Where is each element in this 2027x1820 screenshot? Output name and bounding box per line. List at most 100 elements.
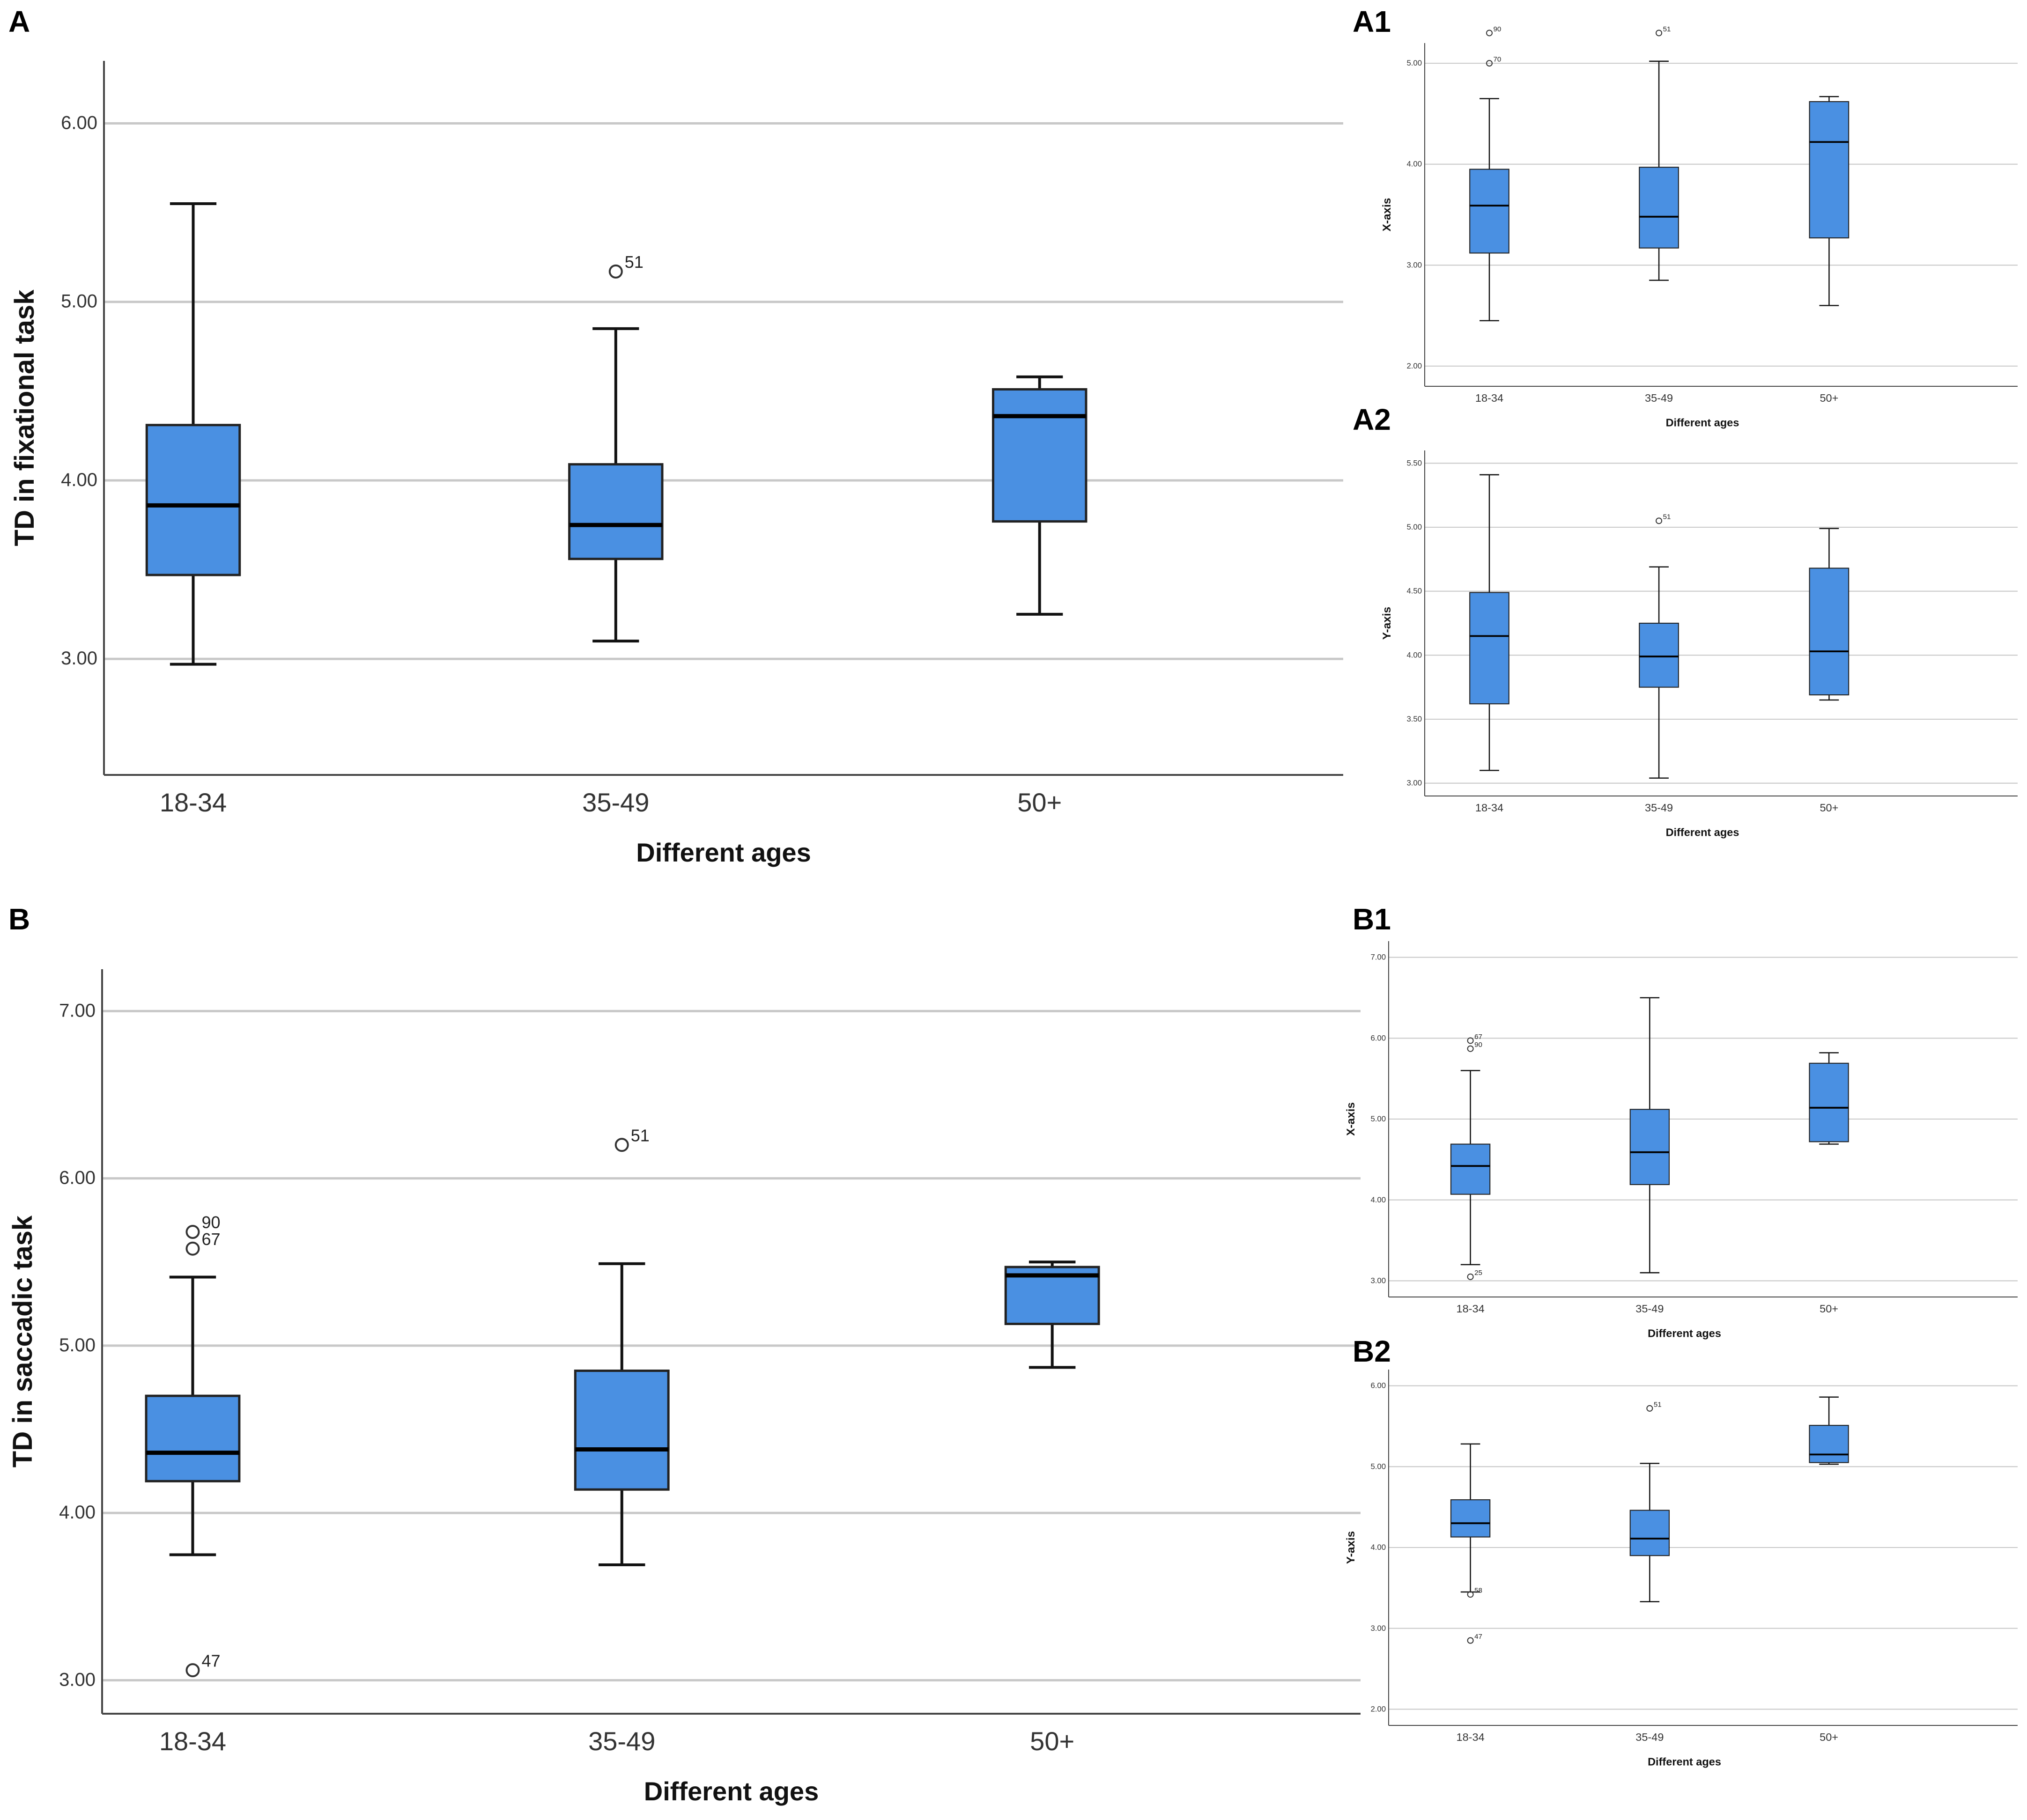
outlier-point — [608, 264, 623, 279]
x-category-label: 50+ — [1030, 1726, 1074, 1756]
y-axis-title: X-axis — [1345, 1102, 1357, 1136]
x-category-label: 18-34 — [1457, 1303, 1485, 1315]
iqr-box — [568, 463, 664, 560]
iqr-box — [145, 1394, 241, 1482]
panel-label-A: A — [8, 5, 30, 38]
iqr-box — [1469, 592, 1509, 705]
x-axis-title: Different ages — [1648, 1327, 1721, 1340]
outlier-label: 90 — [1474, 1041, 1482, 1049]
outlier-point — [1467, 1273, 1474, 1280]
y-tick-label: 5.00 — [1370, 1462, 1386, 1471]
y-axis-title: Y-axis — [1381, 607, 1393, 640]
outlier-point — [1467, 1591, 1474, 1598]
x-category-label: 50+ — [1820, 392, 1838, 404]
y-tick-label: 6.00 — [1370, 1381, 1386, 1390]
x-category-label: 18-34 — [160, 788, 227, 817]
x-category-label: 50+ — [1820, 1303, 1838, 1315]
iqr-box — [1809, 1425, 1849, 1463]
y-tick-label: 3.50 — [1406, 715, 1422, 723]
outlier-label: 70 — [1494, 56, 1502, 64]
iqr-box — [1469, 169, 1509, 254]
iqr-box — [1639, 622, 1679, 688]
x-category-label: 35-49 — [582, 788, 649, 817]
boxplot-A1: 2.00 3.00 4.00 5.00 X-axis 90 70 18-34 51 35-49 50… — [1381, 25, 2018, 429]
y-axis-title: TD in saccadic task — [7, 1215, 38, 1467]
iqr-box — [1639, 167, 1679, 249]
y-tick-label: 6.00 — [59, 1168, 96, 1188]
y-tick-label: 4.00 — [61, 470, 97, 490]
x-category-label: 18-34 — [1475, 392, 1503, 404]
y-tick-label: 3.00 — [61, 648, 97, 669]
outlier-label: 51 — [631, 1126, 650, 1145]
x-category-label: 50+ — [1820, 802, 1838, 814]
outlier-label: 90 — [201, 1213, 220, 1232]
y-tick-label: 4.00 — [59, 1502, 96, 1523]
y-tick-label: 5.00 — [1406, 523, 1422, 531]
y-tick-label: 3.00 — [1370, 1624, 1386, 1633]
outlier-label: 51 — [625, 252, 644, 272]
y-tick-label: 4.00 — [1406, 650, 1422, 659]
x-axis-title: Different ages — [644, 1776, 819, 1806]
y-tick-label: 4.00 — [1370, 1543, 1386, 1552]
outlier-point — [1656, 29, 1663, 37]
x-category-label: 50+ — [1820, 1731, 1838, 1743]
panel-label-B: B — [8, 902, 30, 936]
outlier-label: 51 — [1663, 25, 1671, 33]
panel-A2: A2 3.00 3.50 4.00 4.50 5.00 5.50 Y-axis 18-34 51… — [1353, 403, 2018, 839]
boxplot-A2: 3.00 3.50 4.00 4.50 5.00 5.50 Y-axis 18-34 51 35-… — [1381, 450, 2018, 839]
outlier-point — [185, 1224, 200, 1239]
boxplot-A: 3.00 4.00 5.00 6.00 TD in fixational task 18-… — [9, 61, 1343, 867]
y-tick-label: 3.00 — [1370, 1276, 1386, 1285]
x-category-label: 18-34 — [1457, 1731, 1485, 1743]
iqr-box — [1629, 1510, 1670, 1556]
outlier-point — [1467, 1637, 1474, 1644]
iqr-box — [1809, 1062, 1849, 1142]
panel-label-A1: A1 — [1353, 5, 1391, 38]
y-axis-title: Y-axis — [1345, 1531, 1357, 1564]
panel-label-B2: B2 — [1353, 1334, 1391, 1368]
outlier-point — [614, 1138, 629, 1152]
outlier-label: 67 — [1474, 1033, 1482, 1041]
x-category-label: 35-49 — [1635, 1731, 1664, 1743]
panel-B2: B2 2.00 3.00 4.00 5.00 6.00 Y-axis 58 47 18-34 51… — [1345, 1334, 2018, 1768]
y-tick-label: 5.00 — [1370, 1114, 1386, 1123]
y-tick-label: 2.00 — [1370, 1704, 1386, 1713]
panel-B: B 3.00 4.00 5.00 6.00 7.00 TD in saccadic tas… — [7, 902, 1361, 1806]
outlier-point — [185, 1663, 200, 1678]
iqr-box — [992, 388, 1087, 523]
panel-label-B1: B1 — [1353, 902, 1391, 936]
y-tick-label: 3.00 — [1406, 260, 1422, 269]
iqr-box — [1809, 567, 1849, 696]
iqr-box — [574, 1370, 670, 1491]
x-category-label: 35-49 — [1645, 392, 1673, 404]
x-category-label: 35-49 — [1635, 1303, 1664, 1315]
outlier-point — [185, 1241, 200, 1256]
outlier-point — [1467, 1037, 1474, 1044]
iqr-box — [1450, 1499, 1491, 1538]
x-axis-title: Different ages — [636, 838, 811, 867]
y-tick-label: 3.00 — [1406, 779, 1422, 788]
outlier-label: 51 — [1654, 1400, 1662, 1408]
y-tick-label: 2.00 — [1406, 361, 1422, 370]
y-tick-label: 5.00 — [59, 1335, 96, 1356]
iqr-box — [1450, 1143, 1491, 1195]
iqr-box — [1809, 101, 1849, 239]
x-category-label: 18-34 — [159, 1726, 226, 1756]
outlier-label: 51 — [1663, 513, 1671, 521]
x-category-label: 50+ — [1017, 788, 1062, 817]
y-axis-title: TD in fixational task — [9, 289, 40, 546]
y-tick-label: 7.00 — [59, 1000, 96, 1021]
x-axis-title: Different ages — [1648, 1756, 1721, 1768]
y-tick-label: 4.50 — [1406, 587, 1422, 596]
outlier-point — [1646, 1405, 1653, 1412]
outlier-label: 47 — [1474, 1633, 1482, 1641]
x-category-label: 35-49 — [1645, 802, 1673, 814]
y-tick-label: 6.00 — [61, 112, 97, 133]
x-category-label: 35-49 — [588, 1726, 655, 1756]
x-category-label: 18-34 — [1475, 802, 1503, 814]
y-tick-label: 5.50 — [1406, 458, 1422, 467]
outlier-point — [1656, 517, 1663, 524]
